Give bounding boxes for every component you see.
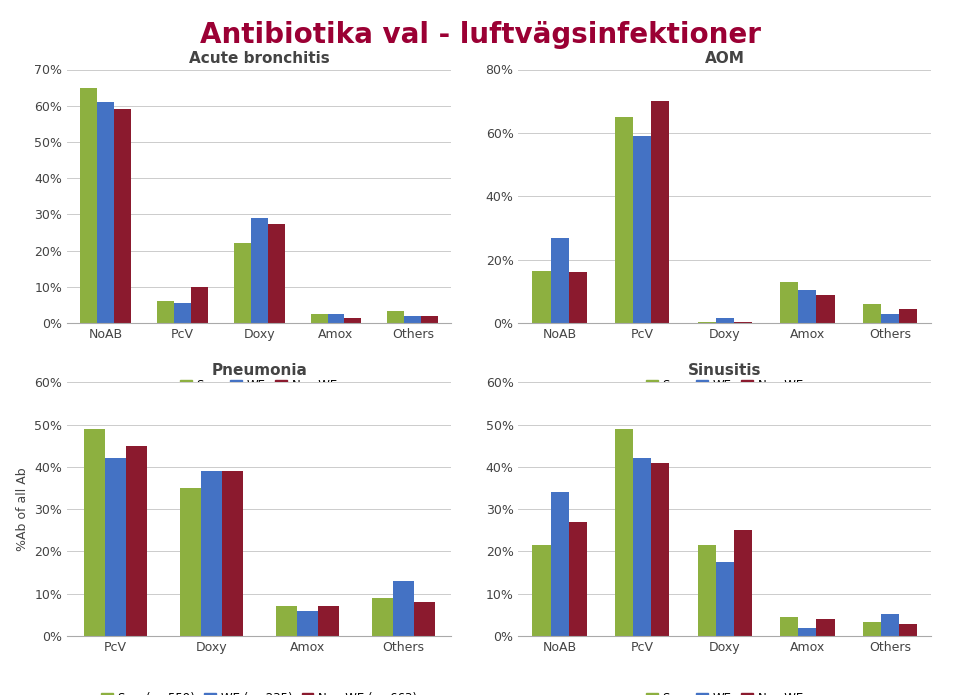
Bar <box>615 117 634 323</box>
Legend: Swe, WE, Non-WE: Swe, WE, Non-WE <box>641 375 808 397</box>
Bar <box>105 459 126 636</box>
Bar <box>698 322 716 323</box>
Legend: Swe, WE, Non-WE: Swe, WE, Non-WE <box>641 687 808 695</box>
Bar <box>698 545 716 636</box>
Bar <box>191 287 207 323</box>
Bar <box>297 611 318 636</box>
Bar <box>863 304 881 323</box>
Bar <box>899 624 917 636</box>
Bar <box>716 562 733 636</box>
Bar <box>863 622 881 636</box>
Bar <box>222 471 243 636</box>
Text: Antibiotika val - luftvägsinfektioner: Antibiotika val - luftvägsinfektioner <box>200 21 760 49</box>
Bar <box>816 619 834 636</box>
Bar <box>634 136 651 323</box>
Bar <box>733 322 752 323</box>
Bar <box>533 271 551 323</box>
Bar <box>551 492 568 636</box>
Title: Pneumonia: Pneumonia <box>211 363 307 378</box>
Title: Sinusitis: Sinusitis <box>688 363 761 378</box>
Bar <box>393 581 414 636</box>
Bar <box>276 606 297 636</box>
Bar <box>234 243 251 323</box>
Bar <box>201 471 222 636</box>
Bar <box>651 101 669 323</box>
Bar <box>881 614 899 636</box>
Bar <box>84 429 105 636</box>
Bar <box>733 530 752 636</box>
Bar <box>157 302 174 323</box>
Bar <box>780 282 799 323</box>
Bar <box>268 224 284 323</box>
Bar <box>174 303 191 323</box>
Bar <box>716 318 733 323</box>
Bar <box>311 314 327 323</box>
Bar <box>114 109 131 323</box>
Legend: Swe (n=559), WE (n=235), Non-WE (n=663): Swe (n=559), WE (n=235), Non-WE (n=663) <box>97 687 421 695</box>
Bar <box>799 290 816 323</box>
Bar <box>327 314 345 323</box>
Bar <box>372 598 393 636</box>
Bar <box>899 309 917 323</box>
Bar <box>568 522 587 636</box>
Bar <box>533 545 551 636</box>
Bar <box>345 318 361 323</box>
Bar <box>634 459 651 636</box>
Bar <box>615 429 634 636</box>
Bar <box>81 88 97 323</box>
Bar <box>126 445 147 636</box>
Bar <box>97 102 114 323</box>
Legend: Swe, WE, Non-WE: Swe, WE, Non-WE <box>176 375 343 397</box>
Bar <box>180 488 201 636</box>
Y-axis label: %Ab of all Ab: %Ab of all Ab <box>15 467 29 551</box>
Bar <box>816 295 834 323</box>
Bar <box>881 314 899 323</box>
Bar <box>421 316 438 323</box>
Bar <box>551 238 568 323</box>
Bar <box>568 272 587 323</box>
Bar <box>414 602 435 636</box>
Bar <box>780 617 799 636</box>
Bar <box>388 311 404 323</box>
Bar <box>251 218 268 323</box>
Bar <box>799 628 816 636</box>
Bar <box>404 316 421 323</box>
Bar <box>318 606 339 636</box>
Title: Acute bronchitis: Acute bronchitis <box>189 51 329 65</box>
Title: AOM: AOM <box>705 51 745 65</box>
Bar <box>651 463 669 636</box>
